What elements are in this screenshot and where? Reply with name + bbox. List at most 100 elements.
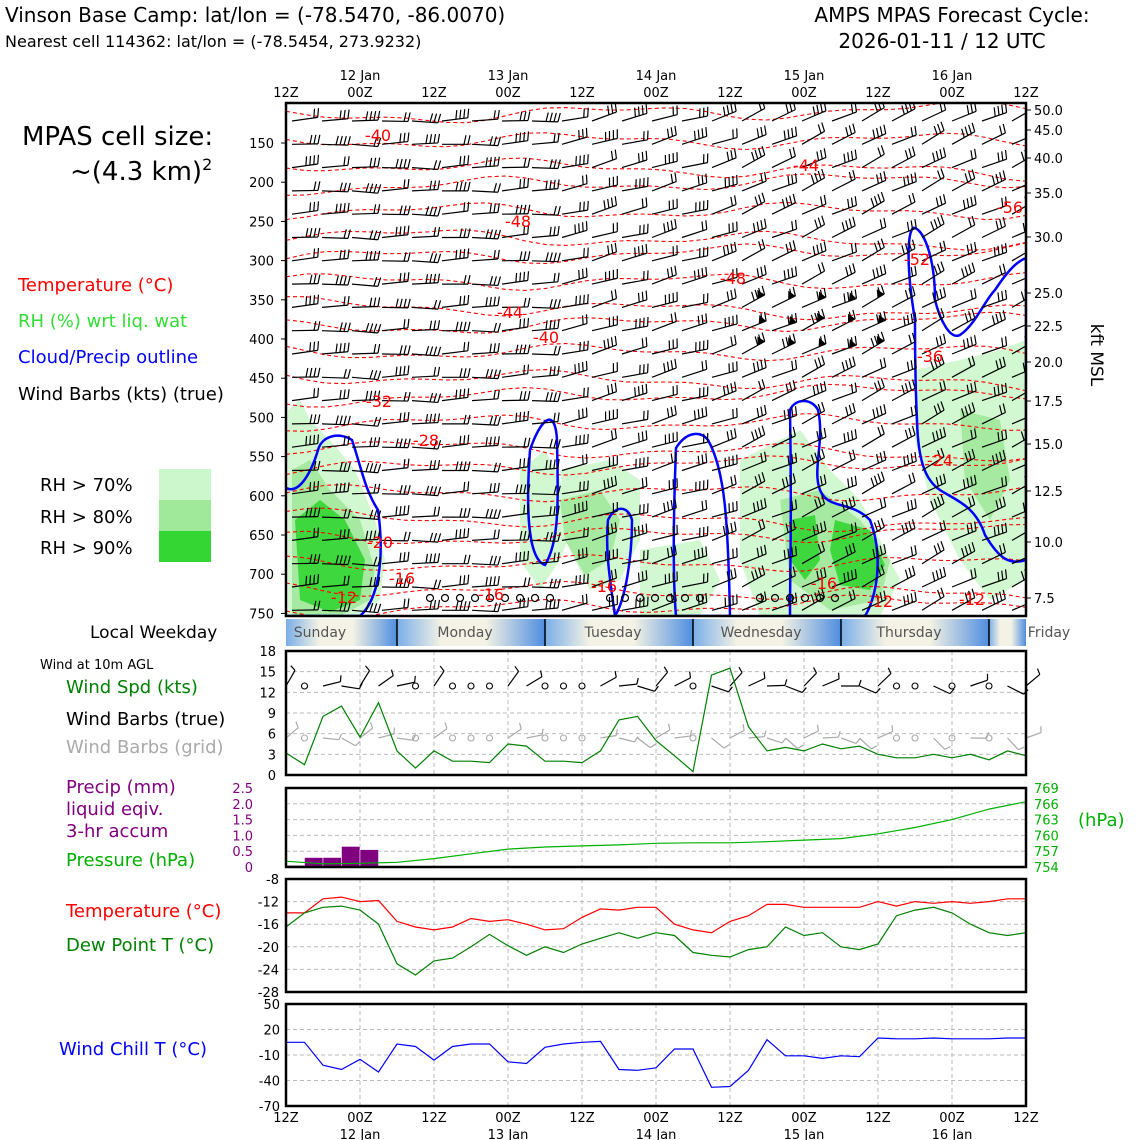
barb-flag (343, 415, 347, 425)
barb-flag (369, 463, 374, 473)
legend-precip-1: Precip (mm) (66, 777, 176, 798)
barb-shaft (891, 387, 916, 402)
calm-circle (892, 682, 901, 690)
barb-flag (971, 309, 976, 319)
precip-tick-label: 1.5 (232, 814, 253, 829)
barb-flag (973, 241, 977, 252)
barb-shaft (1011, 273, 1026, 285)
barb-shaft (322, 681, 341, 687)
wind-barb (1011, 599, 1026, 611)
surface-wind-barb (729, 666, 743, 687)
barb-flag (760, 453, 763, 463)
barb-flag (968, 311, 972, 321)
wind-barb (741, 218, 767, 239)
barb-flag (585, 127, 588, 138)
barb-flag (879, 592, 883, 602)
barb-shaft (681, 301, 708, 308)
barb-flag (403, 205, 407, 215)
barb-flag (701, 501, 704, 511)
barb-flag (785, 104, 789, 114)
barb-flag (489, 275, 494, 286)
barb-flag (614, 103, 618, 113)
barb-flag (724, 317, 727, 328)
barb-flag (758, 520, 762, 530)
bottom-date-label: 15 Jan (784, 1128, 825, 1140)
barb-flag (643, 457, 645, 467)
windchill-tick-label: -70 (259, 1100, 280, 1115)
barb-flag (429, 553, 433, 563)
barb-flag (527, 550, 530, 561)
wind-barb (441, 248, 470, 262)
precip-tick-label: 0 (245, 861, 253, 876)
barb-shaft (501, 559, 528, 565)
barb-shaft (351, 190, 378, 194)
wind-barb (1011, 133, 1026, 145)
barb-flag (937, 356, 942, 366)
barb-flag (489, 343, 492, 353)
barb-flag (875, 687, 881, 694)
barb-flag (641, 384, 644, 395)
wind-barb (801, 567, 827, 588)
wind-barb (921, 308, 945, 332)
barb-flag (608, 177, 611, 187)
barb-flag (1004, 196, 1008, 206)
barb-flag (616, 408, 618, 419)
wind-barb (831, 123, 856, 145)
barb-flag (553, 392, 557, 402)
barb-flag (317, 414, 321, 424)
pressure-tick-label: 769 (1034, 782, 1059, 797)
wind-barb (621, 316, 649, 332)
barb-flag (726, 291, 730, 301)
wind-barb (531, 272, 560, 285)
barb-flag (877, 240, 882, 250)
barb-shaft (507, 671, 520, 687)
barb-flag (814, 219, 819, 229)
bottom-date-label: 16 Jan (932, 1128, 973, 1140)
wind-barb (951, 588, 976, 611)
barb-flag (616, 175, 618, 186)
wind-barb (741, 285, 766, 308)
barb-flag (641, 571, 644, 581)
barb-flag (463, 155, 466, 165)
barb-flag (999, 172, 1003, 182)
barb-flag (407, 272, 410, 282)
legend-wind-barbs-grid: Wind Barbs (grid) (66, 737, 224, 758)
barb-flag (463, 342, 466, 352)
barb-flag (377, 417, 382, 427)
barb-flag (733, 381, 737, 391)
barb-flag (553, 412, 556, 423)
barb-shaft (351, 259, 379, 262)
barb-flag (1001, 151, 1004, 161)
barb-flag (585, 360, 588, 371)
calm-circle (448, 682, 457, 690)
barb-flag (939, 149, 943, 159)
wind-barb (951, 381, 977, 402)
barb-shaft (831, 271, 856, 285)
barb-flag (756, 547, 760, 558)
barb-flag (668, 573, 671, 583)
barb-flag (971, 448, 976, 459)
barb-shaft (1011, 319, 1026, 332)
wind-barb (861, 310, 887, 332)
barb-flag (1029, 499, 1034, 508)
wind-barb (531, 132, 560, 145)
barb-flag (705, 593, 708, 603)
top-date-label: 16 Jan (932, 69, 973, 84)
barb-flag (935, 197, 939, 207)
barb-flag (369, 369, 374, 380)
wind-barb (321, 508, 351, 519)
temp-contour-label: -56 (997, 198, 1023, 217)
barb-flag (347, 182, 351, 192)
barb-flag (399, 366, 402, 376)
barb-flag (752, 223, 756, 233)
barb-flag (463, 528, 466, 538)
barb-shaft (681, 208, 708, 215)
cloud-outline (907, 226, 1026, 563)
barb-flag (497, 183, 502, 193)
barb-flag (489, 369, 494, 379)
wind-barb (681, 313, 708, 332)
calm-circle (948, 682, 956, 690)
wind-barb (471, 555, 502, 566)
barb-shaft (711, 250, 737, 262)
